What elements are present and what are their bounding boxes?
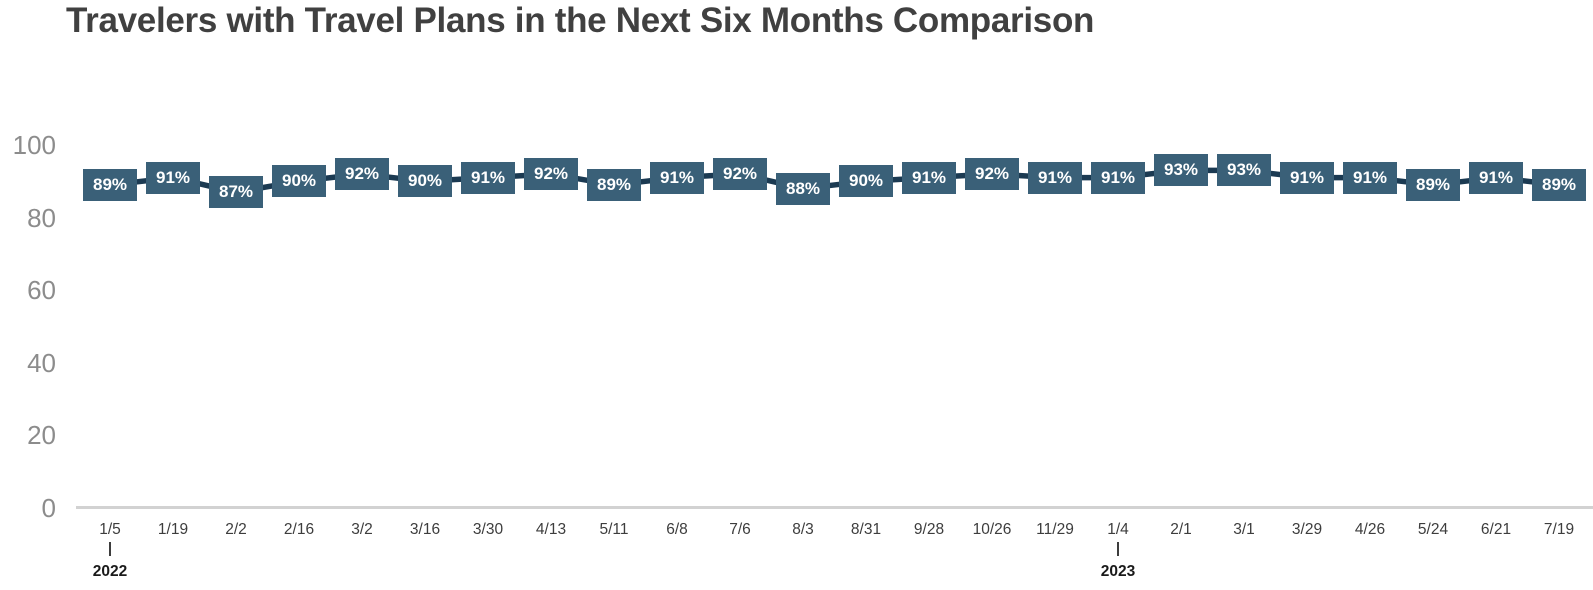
year-tick-mark: [1117, 542, 1119, 556]
data-label-box: 89%: [1406, 168, 1460, 201]
x-tick-label: 8/31: [850, 521, 882, 538]
data-label-box: 89%: [83, 168, 137, 201]
data-label-box: 91%: [1280, 161, 1334, 194]
x-tick-label: 3/2: [351, 521, 373, 538]
year-label: 2022: [92, 563, 128, 580]
data-label-box: 89%: [587, 168, 641, 201]
data-label-box: 90%: [272, 165, 326, 198]
data-label-box: 91%: [1028, 161, 1082, 194]
x-tick-label: 3/16: [409, 521, 441, 538]
x-tick-label: 2/16: [283, 521, 315, 538]
x-tick-label: 10/26: [972, 521, 1012, 538]
data-label-box: 92%: [524, 158, 578, 191]
data-label-box: 91%: [1343, 161, 1397, 194]
year-tick-mark: [109, 542, 111, 556]
y-tick-label: 100: [12, 130, 56, 160]
x-tick-label: 9/28: [913, 521, 945, 538]
x-tick-label: 3/1: [1233, 521, 1255, 538]
x-tick-label: 6/8: [666, 521, 688, 538]
data-label-box: 91%: [146, 161, 200, 194]
data-label-box: 88%: [776, 172, 830, 205]
data-label-box: 89%: [1532, 168, 1586, 201]
x-tick-label: 1/19: [157, 521, 189, 538]
data-label-box: 90%: [839, 165, 893, 198]
data-label-box: 91%: [1469, 161, 1523, 194]
x-tick-label: 4/13: [535, 521, 567, 538]
y-tick-label: 80: [27, 202, 56, 233]
y-tick-label: 60: [27, 275, 56, 306]
year-label: 2023: [1100, 563, 1136, 580]
data-label-box: 92%: [965, 158, 1019, 191]
data-label-box: 91%: [461, 161, 515, 194]
x-tick-label: 11/29: [1036, 521, 1074, 538]
data-label-box: 92%: [335, 158, 389, 191]
x-tick-label: 7/6: [729, 521, 751, 538]
data-label-box: 92%: [713, 158, 767, 191]
x-tick-label: 4/26: [1354, 521, 1386, 538]
x-tick-label: 1/5: [99, 521, 121, 538]
data-label-box: 90%: [398, 165, 452, 198]
x-tick-label: 1/4: [1107, 521, 1129, 538]
chart-title: Travelers with Travel Plans in the Next …: [66, 1, 1095, 40]
x-tick-label: 5/24: [1417, 521, 1449, 538]
data-label-box: 93%: [1217, 154, 1271, 187]
data-label-box: 91%: [902, 161, 956, 194]
x-tick-label: 8/3: [792, 521, 814, 538]
data-label-box: 91%: [650, 161, 704, 194]
x-axis-line: [76, 506, 1593, 509]
x-tick-label: 7/19: [1543, 521, 1575, 538]
y-tick-label: 0: [41, 493, 56, 523]
x-tick-label: 2/1: [1170, 521, 1192, 538]
y-tick-label: 40: [27, 347, 56, 378]
data-label-box: 87%: [209, 176, 263, 209]
x-tick-label: 2/2: [225, 521, 247, 538]
data-label-box: 93%: [1154, 154, 1208, 187]
x-tick-label: 3/29: [1291, 521, 1323, 538]
data-label-box: 91%: [1091, 161, 1145, 194]
x-tick-label: 3/30: [472, 521, 504, 538]
x-tick-label: 6/21: [1480, 521, 1512, 538]
y-tick-label: 20: [27, 420, 56, 451]
x-tick-label: 5/11: [599, 521, 629, 538]
